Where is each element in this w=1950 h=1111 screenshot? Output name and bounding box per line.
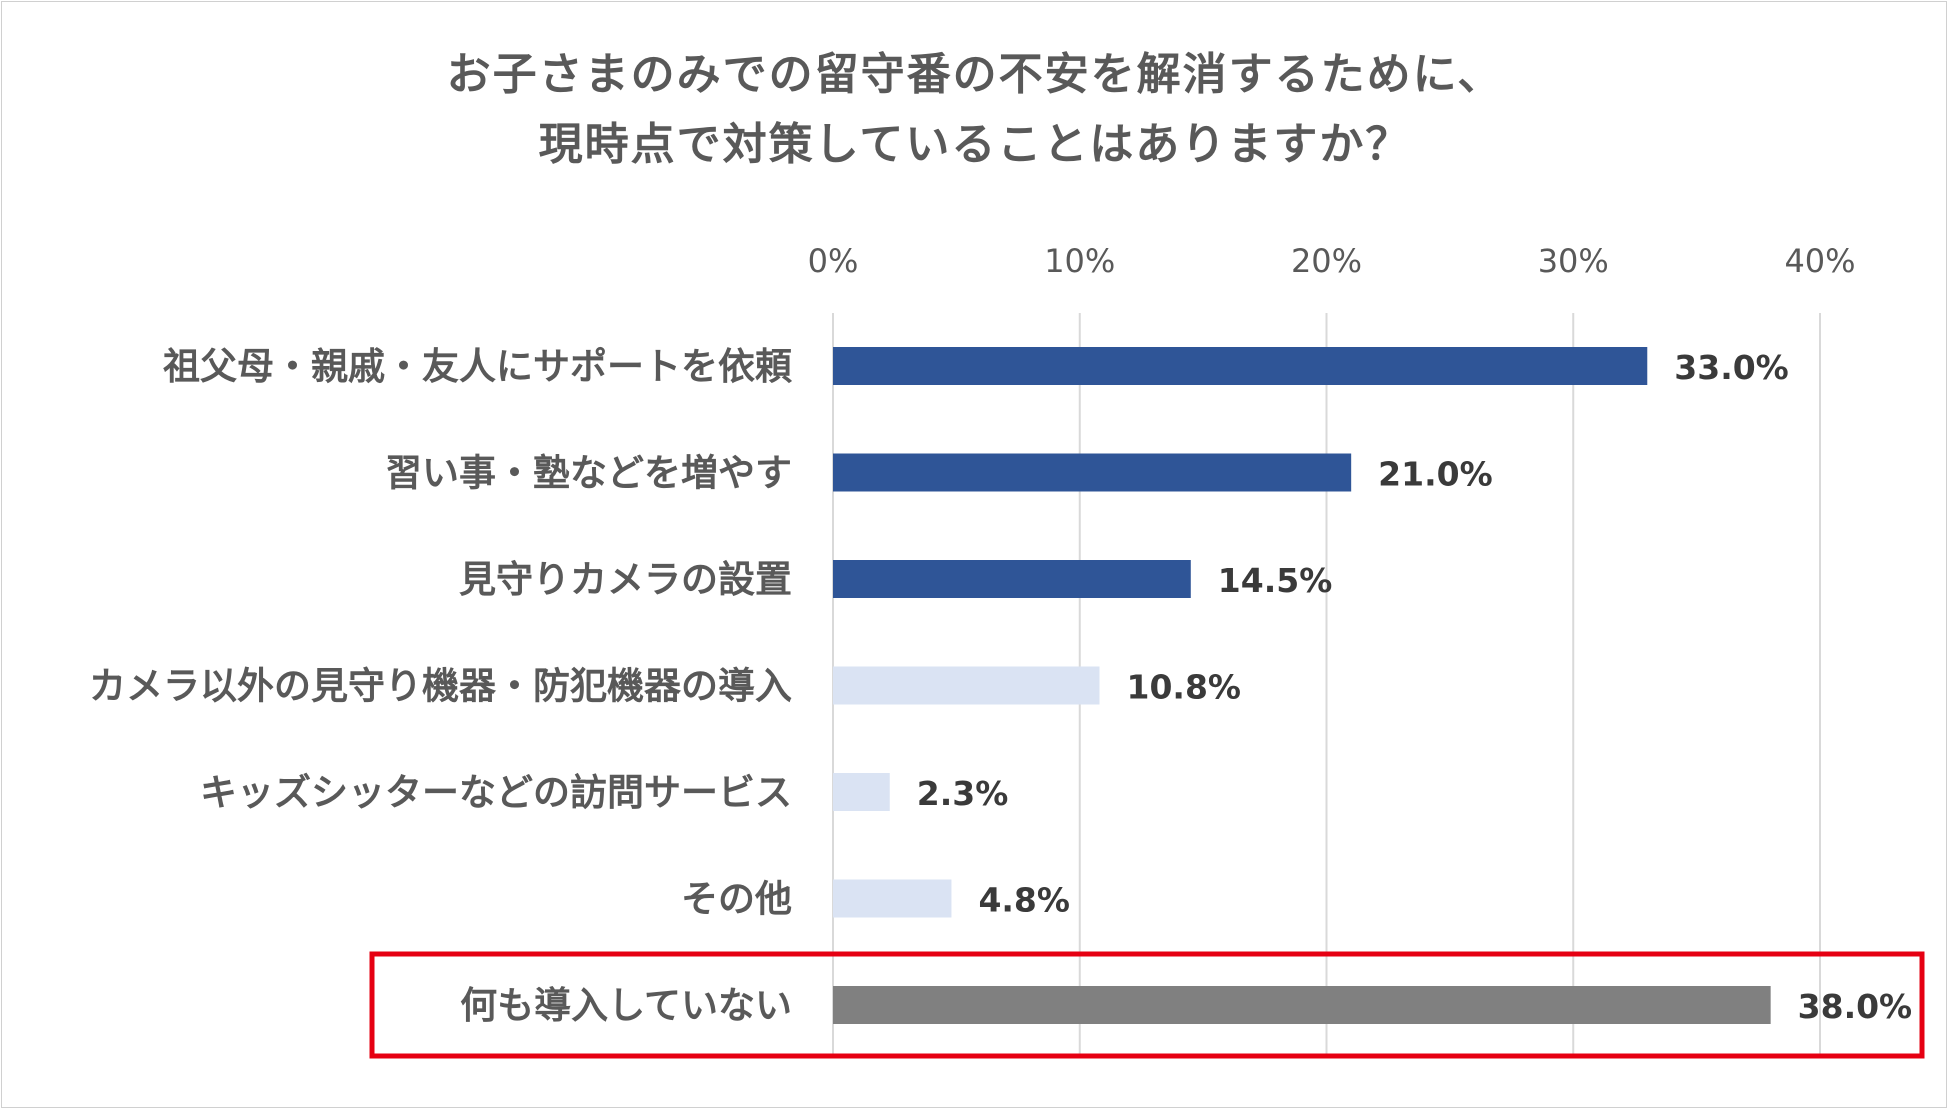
category-label: 習い事・塾などを増やす <box>385 452 792 495</box>
bar <box>833 879 952 918</box>
category-label: 見守りカメラの設置 <box>459 558 792 601</box>
bar <box>833 453 1352 492</box>
x-tick-label: 20% <box>1291 242 1362 280</box>
category-label: 何も導入していない <box>460 984 792 1027</box>
bar <box>833 773 890 811</box>
bar <box>833 666 1100 705</box>
bar <box>833 986 1771 1024</box>
x-tick-label: 30% <box>1538 242 1609 280</box>
data-label: 4.8% <box>978 881 1070 920</box>
highlight-box <box>369 951 1925 1059</box>
data-label: 10.8% <box>1126 668 1241 707</box>
data-label: 2.3% <box>917 774 1009 813</box>
x-tick-label: 10% <box>1044 242 1115 280</box>
data-label: 38.0% <box>1798 987 1913 1026</box>
chart-title-line-1: お子さまのみでの留守番の不安を解消するために、 <box>446 49 1504 100</box>
data-label: 33.0% <box>1674 348 1789 387</box>
bar <box>833 347 1648 385</box>
category-label: その他 <box>681 878 792 921</box>
category-label: カメラ以外の見守り機器・防犯機器の導入 <box>89 665 792 708</box>
data-label: 21.0% <box>1378 455 1493 494</box>
category-label: キッズシッターなどの訪問サービス <box>200 771 792 814</box>
category-label: 祖父母・親戚・友人にサポートを依頼 <box>163 345 793 388</box>
x-tick-label: 0% <box>808 242 859 280</box>
x-tick-label: 40% <box>1784 242 1855 280</box>
bar <box>833 560 1191 598</box>
chart-title-line-2: 現時点で対策していることはありますか？ <box>538 119 1412 170</box>
data-label: 14.5% <box>1218 561 1333 600</box>
